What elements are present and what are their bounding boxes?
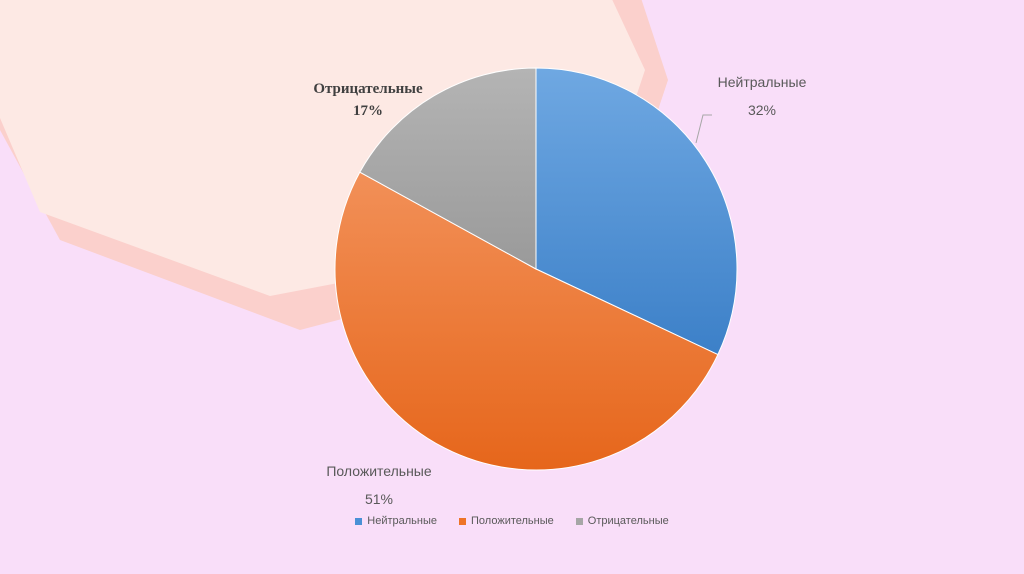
chart-legend: Нейтральные Положительные Отрицательные [0,515,1024,527]
legend-label-neutral: Нейтральные [367,515,438,527]
pie-slice-positive [334,171,719,471]
pie-slice-negative [359,67,537,270]
data-label-positive: Положительные 51% [304,457,454,513]
legend-item-positive: Положительные [459,515,554,527]
data-label-negative-value: 17% [353,103,383,119]
legend-swatch-negative [575,517,583,525]
legend-item-negative: Отрицательные [575,515,669,527]
data-label-negative-name: Отрицательные [313,81,423,97]
data-label-neutral-value: 32% [747,102,777,118]
legend-swatch-neutral [355,517,363,525]
data-label-positive-value: 51% [364,491,394,507]
legend-swatch-positive [459,517,467,525]
legend-label-negative: Отрицательные [587,515,669,527]
pie-slice-neutral [535,67,738,356]
data-label-neutral: Нейтральные 32% [700,68,824,124]
data-label-negative: Отрицательные 17% [296,78,440,122]
legend-item-neutral: Нейтральные [355,515,437,527]
leader-line-neutral [695,114,712,144]
legend-label-positive: Положительные [471,515,554,527]
data-label-neutral-name: Нейтральные [717,74,807,90]
data-label-positive-name: Положительные [326,463,432,479]
